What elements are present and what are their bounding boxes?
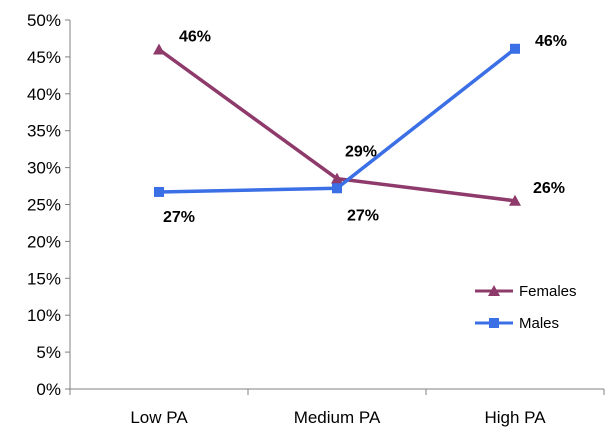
series-line-males [158,47,517,194]
data-label-males: 27% [347,207,379,224]
data-label-males: 46% [535,33,567,50]
y-tick-label: 25% [27,196,61,215]
data-label-males: 27% [163,209,195,226]
legend-item-females: Females [475,283,577,300]
x-tick-label: Low PA [130,408,188,427]
legend-item-males: Males [475,315,559,332]
data-point-males [510,43,520,54]
data-label-females: 29% [345,144,377,161]
data-point-males [332,183,342,194]
data-label-females: 26% [533,180,565,197]
y-tick-label: 40% [27,85,61,104]
series-females [153,43,521,206]
y-tick-label: 50% [27,11,61,30]
x-tick-label: Medium PA [294,408,381,427]
series-layer [153,43,521,206]
data-point-females [153,43,165,55]
series-males [154,43,520,197]
legend-label-females: Females [519,283,577,300]
data-point-females [331,172,343,184]
x-tick-label: High PA [484,408,546,427]
legend-marker-females [488,285,500,296]
y-tick-label: 30% [27,159,61,178]
axes [69,20,604,390]
data-point-females [509,194,521,206]
y-tick-label: 0% [36,380,61,399]
y-tick-label: 20% [27,232,61,251]
y-axis-ticks: 0% 5% 10% 15% 20% 25% 30% 35% 40% 45% 50% [27,11,70,399]
legend-marker-males [489,318,499,328]
y-tick-label: 10% [27,306,61,325]
y-tick-label: 5% [36,343,61,362]
data-label-females: 46% [179,29,211,46]
legend: Females Males [475,283,577,332]
x-axis-ticks: Low PA Medium PA High PA [69,389,605,427]
y-tick-label: 45% [27,48,61,67]
legend-label-males: Males [519,315,559,332]
y-tick-label: 35% [27,122,61,141]
y-tick-label: 15% [27,269,61,288]
data-point-males [154,186,164,197]
data-labels: 46% 29% 26% 27% 27% 46% [163,29,567,226]
